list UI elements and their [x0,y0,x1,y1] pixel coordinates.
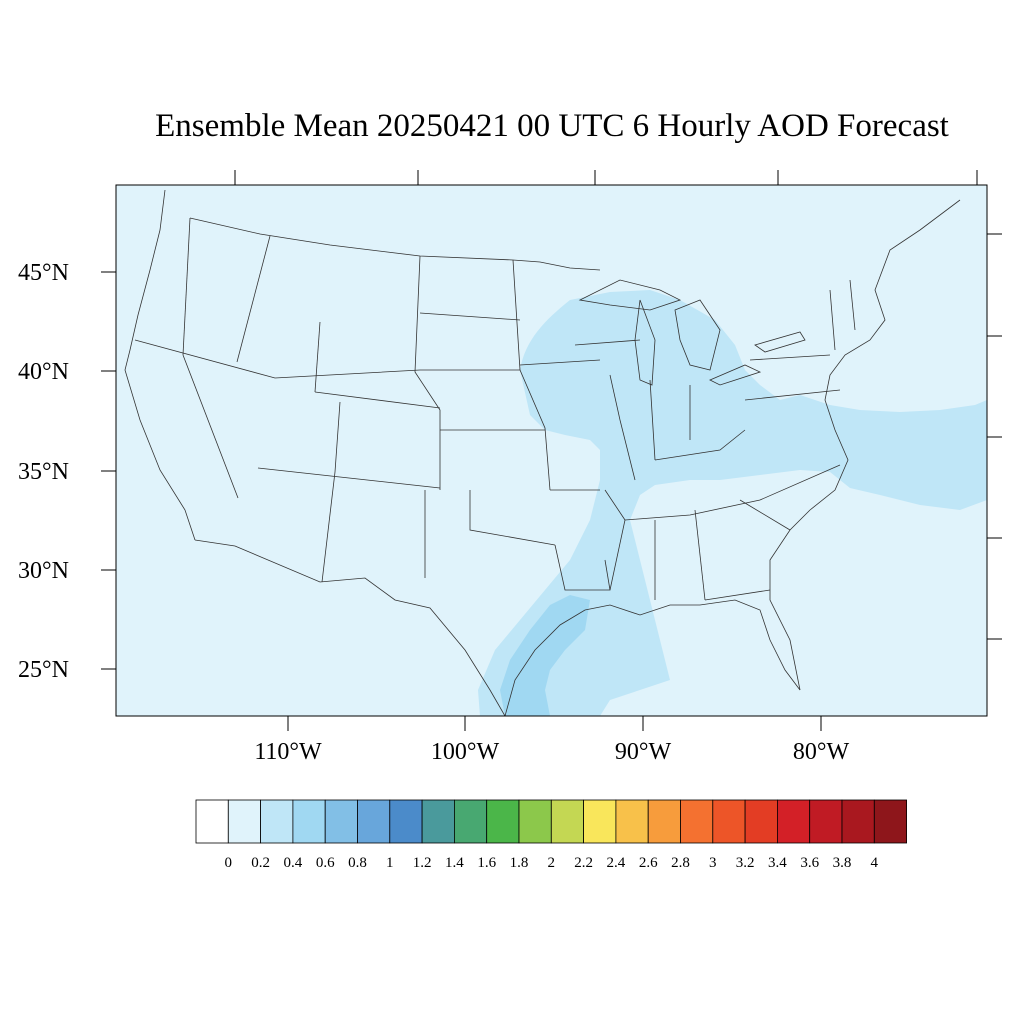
colorbar-label: 3.4 [768,855,787,871]
aod-level-0.6-region [500,595,590,716]
colorbar-label: 1.4 [445,855,464,871]
colorbar-box-5 [357,799,391,844]
colorbar-label: 2.2 [574,855,593,871]
colorbar-label: 0.8 [348,855,367,871]
colorbar-box-1 [227,799,262,844]
colorbar-label: 2.6 [638,855,658,871]
colorbar-label: 1 [386,855,394,871]
colorbar-label: 1.8 [509,855,529,871]
colorbar-label: 2.8 [671,855,690,871]
colorbar-box-16 [712,799,746,844]
colorbar-box-17 [744,799,778,844]
left-ticks [101,271,116,670]
colorbar-label: 0.2 [251,855,270,871]
colorbar-label: 1.2 [412,855,432,871]
colorbar-label: 0 [224,855,233,871]
colorbar-label: 2 [547,855,556,871]
colorbar-box-4 [324,799,358,844]
colorbar-box-0 [195,799,229,844]
lat-label-45n: 45°N [18,260,69,286]
right-ticks [987,233,1002,640]
colorbar-label: 4 [870,855,879,871]
colorbar [195,799,907,844]
lat-label-30n: 30°N [18,558,69,584]
state-borders [124,189,961,716]
colorbar-box-14 [647,799,681,844]
lon-label-110w: 110°W [254,739,322,765]
colorbar-label: 3 [709,855,717,871]
colorbar-box-8 [453,799,488,844]
lat-label-35n: 35°N [18,459,69,485]
colorbar-box-10 [518,799,552,844]
lon-label-80w: 80°W [792,739,850,765]
top-ticks [234,170,978,185]
colorbar-label: 0.4 [283,855,303,871]
colorbar-label: 3.2 [735,855,755,871]
map-frame [115,184,988,717]
colorbar-box-12 [583,799,617,844]
lat-label-40n: 40°N [18,359,69,385]
colorbar-label: 1.6 [477,855,497,871]
colorbar-box-20 [841,799,875,844]
colorbar-box-11 [550,799,584,844]
colorbar-label: 3.8 [832,855,852,871]
colorbar-label: 0.6 [315,855,335,871]
colorbar-box-15 [680,799,714,844]
colorbar-box-19 [809,799,843,844]
colorbar-box-18 [777,799,811,844]
lat-label-25n: 25°N [18,657,69,683]
colorbar-box-13 [615,799,649,844]
lon-label-100w: 100°W [430,739,500,765]
colorbar-box-6 [389,799,423,844]
map-area [116,185,987,716]
bottom-ticks [287,716,822,731]
colorbar-label: 3.6 [800,855,820,871]
lon-label-90w: 90°W [614,739,672,765]
great-lakes [578,279,806,386]
colorbar-box-2 [260,799,294,844]
map-title: Ensemble Mean 20250421 00 UTC 6 Hourly A… [155,108,949,144]
colorbar-box-21 [873,799,907,844]
colorbar-box-3 [292,799,326,844]
colorbar-label: 2.4 [606,855,626,871]
aod-level-0.4-region [478,290,987,716]
colorbar-box-7 [421,799,455,844]
colorbar-box-9 [486,799,520,844]
